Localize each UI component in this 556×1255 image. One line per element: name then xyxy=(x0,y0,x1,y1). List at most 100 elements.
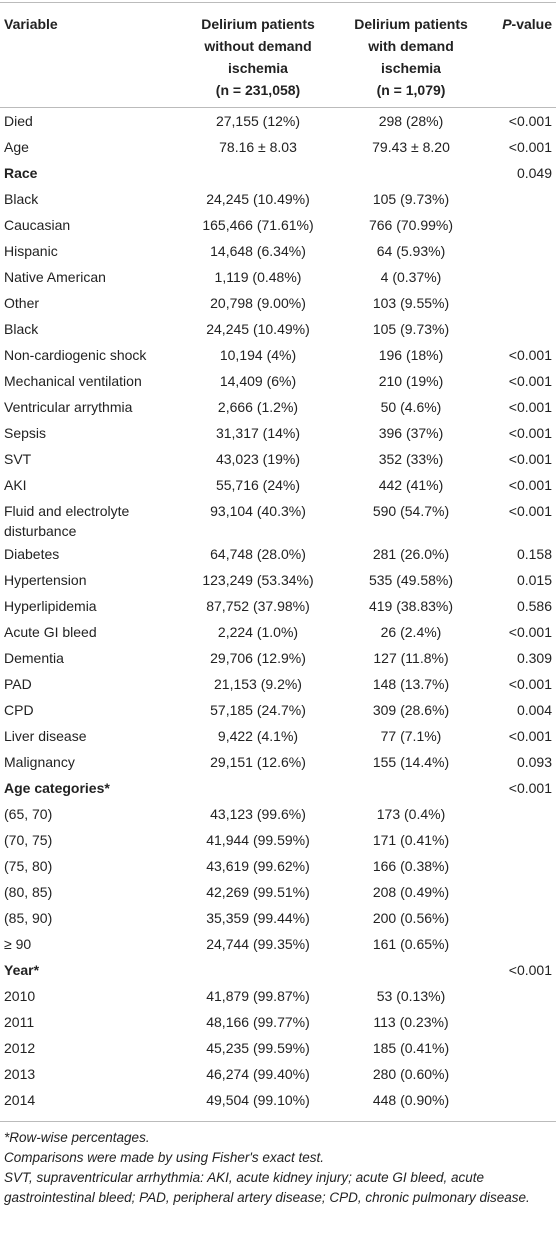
footnotes: *Row-wise percentages. Comparisons were m… xyxy=(0,1122,556,1208)
header-row: Variable Delirium patients without demand i… xyxy=(0,2,556,108)
table-row: Sepsis 31,317 (14%) 396 (37%) <0.001 xyxy=(0,420,556,446)
variable-cell: ≥ 90 xyxy=(4,936,32,952)
value-cell: 103 (9.55%) xyxy=(372,295,450,311)
variable-cell: Malignancy xyxy=(4,754,75,770)
value-cell: 352 (33%) xyxy=(378,451,444,467)
table-row: Age 78.16 ± 8.03 79.43 ± 8.20 <0.001 xyxy=(0,134,556,160)
variable-cell: Black xyxy=(4,191,39,207)
header-line: (n = 1,079) xyxy=(376,82,446,98)
variable-cell: Died xyxy=(4,113,33,129)
header-line: with demand xyxy=(368,38,454,54)
table-row: Year* <0.001 xyxy=(0,957,556,983)
value-cell: 43,123 (99.6%) xyxy=(210,806,306,822)
value-cell: 43,619 (99.62%) xyxy=(206,858,310,874)
value-cell: <0.001 xyxy=(508,347,552,363)
table-row: CPD 57,185 (24.7%) 309 (28.6%) 0.004 xyxy=(0,697,556,723)
value-cell: 48,166 (99.77%) xyxy=(206,1014,310,1030)
table-row: Mechanical ventilation 14,409 (6%) 210 (19… xyxy=(0,368,556,394)
value-cell: 29,706 (12.9%) xyxy=(210,650,306,666)
value-cell: 165,466 (71.61%) xyxy=(202,217,314,233)
empty-cell xyxy=(332,775,490,801)
section-heading: Age categories* xyxy=(4,780,110,796)
section-heading: Year* xyxy=(4,962,40,978)
empty-cell xyxy=(490,264,556,290)
table-row: Age categories* <0.001 xyxy=(0,775,556,801)
header-line: Delirium patients xyxy=(354,16,468,32)
table-row: 2013 46,274 (99.40%) 280 (0.60%) xyxy=(0,1061,556,1087)
table-row: (65, 70) 43,123 (99.6%) 173 (0.4%) xyxy=(0,801,556,827)
table-row: Acute GI bleed 2,224 (1.0%) 26 (2.4%) <0.00… xyxy=(0,619,556,645)
table-row: Hispanic 14,648 (6.34%) 64 (5.93%) xyxy=(0,238,556,264)
value-cell: 24,744 (99.35%) xyxy=(206,936,310,952)
variable-cell: Hypertension xyxy=(4,572,87,588)
value-cell: 210 (19%) xyxy=(378,373,444,389)
value-cell: <0.001 xyxy=(508,399,552,415)
table-row: (80, 85) 42,269 (99.51%) 208 (0.49%) xyxy=(0,879,556,905)
header-line: ischemia xyxy=(381,60,441,76)
value-cell: <0.001 xyxy=(508,624,552,640)
variable-cell: Hispanic xyxy=(4,243,58,259)
table-row: Malignancy 29,151 (12.6%) 155 (14.4%) 0.093 xyxy=(0,749,556,775)
empty-cell xyxy=(490,1061,556,1087)
value-cell: 77 (7.1%) xyxy=(380,728,442,744)
value-cell: 57,185 (24.7%) xyxy=(210,702,306,718)
value-cell: 166 (0.38%) xyxy=(372,858,450,874)
value-cell: 148 (13.7%) xyxy=(372,676,450,692)
table-row: Black 24,245 (10.49%) 105 (9.73%) xyxy=(0,316,556,342)
value-cell: 280 (0.60%) xyxy=(372,1066,450,1082)
value-cell: <0.001 xyxy=(508,451,552,467)
value-cell: 0.093 xyxy=(516,754,552,770)
table-row: (75, 80) 43,619 (99.62%) 166 (0.38%) xyxy=(0,853,556,879)
empty-cell xyxy=(332,957,490,983)
table-row: 2010 41,879 (99.87%) 53 (0.13%) xyxy=(0,983,556,1009)
empty-cell xyxy=(490,212,556,238)
footnote: SVT, supraventricular arrhythmia: AKI, a… xyxy=(4,1170,530,1205)
value-cell: 43,023 (19%) xyxy=(215,451,301,467)
value-cell: 0.309 xyxy=(516,650,552,666)
table-row: Fluid and electrolyte disturbance 93,104 … xyxy=(0,498,556,541)
value-cell: 113 (0.23%) xyxy=(373,1014,449,1030)
empty-cell xyxy=(490,827,556,853)
variable-cell: Liver disease xyxy=(4,728,87,744)
value-cell: 93,104 (40.3%) xyxy=(210,503,306,519)
value-cell: 442 (41%) xyxy=(378,477,444,493)
value-cell: 2,666 (1.2%) xyxy=(217,399,299,415)
table-row: Non-cardiogenic shock 10,194 (4%) 196 (18%… xyxy=(0,342,556,368)
variable-cell: (75, 80) xyxy=(4,858,53,874)
value-cell: 4 (0.37%) xyxy=(380,269,442,285)
table-row: Hyperlipidemia 87,752 (37.98%) 419 (38.83%… xyxy=(0,593,556,619)
table-row: Native American 1,119 (0.48%) 4 (0.37%) xyxy=(0,264,556,290)
variable-cell: Fluid and electrolyte disturbance xyxy=(4,503,130,539)
empty-cell xyxy=(490,801,556,827)
variable-cell: Dementia xyxy=(4,650,64,666)
table-row: PAD 21,153 (9.2%) 148 (13.7%) <0.001 xyxy=(0,671,556,697)
table-row: Black 24,245 (10.49%) 105 (9.73%) xyxy=(0,186,556,212)
empty-cell xyxy=(490,905,556,931)
table-row: (85, 90) 35,359 (99.44%) 200 (0.56%) xyxy=(0,905,556,931)
data-table: Variable Delirium patients without demand i… xyxy=(0,2,556,1122)
value-cell: 14,409 (6%) xyxy=(219,373,297,389)
table-body: Died 27,155 (12%) 298 (28%) <0.001 Age 78.16 … xyxy=(0,108,556,1122)
empty-cell xyxy=(490,238,556,264)
variable-cell: Native American xyxy=(4,269,106,285)
value-cell: 24,245 (10.49%) xyxy=(206,191,310,207)
value-cell: 0.158 xyxy=(516,546,552,562)
value-cell: 0.049 xyxy=(516,165,552,181)
empty-cell xyxy=(490,186,556,212)
empty-cell xyxy=(490,853,556,879)
variable-cell: (80, 85) xyxy=(4,884,53,900)
table-row: Other 20,798 (9.00%) 103 (9.55%) xyxy=(0,290,556,316)
table-row: Died 27,155 (12%) 298 (28%) <0.001 xyxy=(0,108,556,135)
value-cell: 14,648 (6.34%) xyxy=(210,243,306,259)
table-row: Liver disease 9,422 (4.1%) 77 (7.1%) <0.001 xyxy=(0,723,556,749)
value-cell: 196 (18%) xyxy=(378,347,444,363)
value-cell: 281 (26.0%) xyxy=(372,546,450,562)
value-cell: <0.001 xyxy=(508,676,552,692)
variable-cell: Sepsis xyxy=(4,425,47,441)
value-cell: <0.001 xyxy=(508,962,552,978)
value-cell: 55,716 (24%) xyxy=(215,477,301,493)
variable-cell: Ventricular arrythmia xyxy=(4,399,133,415)
value-cell: 9,422 (4.1%) xyxy=(217,728,299,744)
value-cell: 200 (0.56%) xyxy=(372,910,450,926)
value-cell: 29,151 (12.6%) xyxy=(210,754,306,770)
